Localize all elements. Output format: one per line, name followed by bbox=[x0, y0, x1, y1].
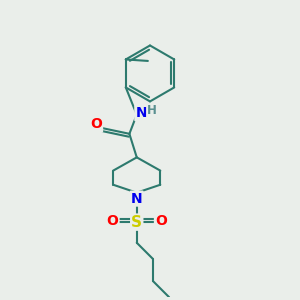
Text: S: S bbox=[131, 214, 142, 230]
Text: O: O bbox=[107, 214, 118, 228]
Text: O: O bbox=[155, 214, 167, 228]
Text: N: N bbox=[131, 192, 142, 206]
Text: O: O bbox=[90, 117, 102, 131]
Text: H: H bbox=[147, 104, 157, 117]
Text: N: N bbox=[135, 106, 147, 120]
